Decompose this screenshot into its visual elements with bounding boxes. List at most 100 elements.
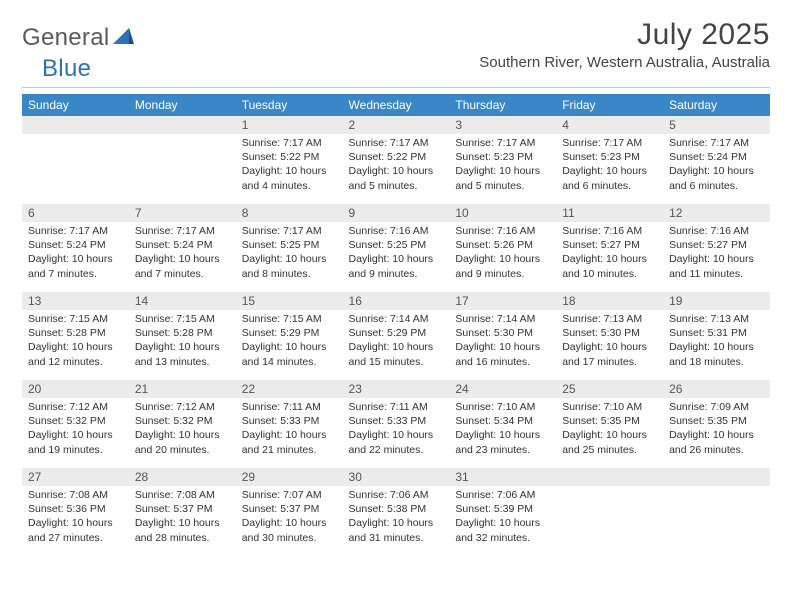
sunrise-line: Sunrise: 7:06 AM — [349, 488, 444, 502]
day-body: Sunrise: 7:14 AMSunset: 5:30 PMDaylight:… — [449, 310, 556, 373]
sunset-line: Sunset: 5:30 PM — [562, 326, 657, 340]
divider — [22, 87, 770, 88]
sunrise-line: Sunrise: 7:13 AM — [562, 312, 657, 326]
daylight-line: Daylight: 10 hours and 4 minutes. — [242, 164, 337, 192]
sunrise-line: Sunrise: 7:06 AM — [455, 488, 550, 502]
sunset-line: Sunset: 5:28 PM — [135, 326, 230, 340]
day-number: 20 — [22, 380, 129, 398]
sunset-line: Sunset: 5:36 PM — [28, 502, 123, 516]
sunset-line: Sunset: 5:29 PM — [349, 326, 444, 340]
month-title: July 2025 — [479, 18, 770, 52]
calendar-row: 13Sunrise: 7:15 AMSunset: 5:28 PMDayligh… — [22, 292, 770, 380]
sunrise-line: Sunrise: 7:15 AM — [242, 312, 337, 326]
sunrise-line: Sunrise: 7:14 AM — [349, 312, 444, 326]
day-body: Sunrise: 7:13 AMSunset: 5:31 PMDaylight:… — [663, 310, 770, 373]
sunset-line: Sunset: 5:23 PM — [455, 150, 550, 164]
calendar-cell: 2Sunrise: 7:17 AMSunset: 5:22 PMDaylight… — [343, 116, 450, 204]
sunset-line: Sunset: 5:35 PM — [669, 414, 764, 428]
day-body: Sunrise: 7:16 AMSunset: 5:26 PMDaylight:… — [449, 222, 556, 285]
page: General July 2025 Southern River, Wester… — [0, 0, 792, 566]
day-number: 13 — [22, 292, 129, 310]
day-body: Sunrise: 7:07 AMSunset: 5:37 PMDaylight:… — [236, 486, 343, 549]
sunset-line: Sunset: 5:31 PM — [669, 326, 764, 340]
daylight-line: Daylight: 10 hours and 22 minutes. — [349, 428, 444, 456]
day-number: 1 — [236, 116, 343, 134]
day-number: 6 — [22, 204, 129, 222]
daylight-line: Daylight: 10 hours and 12 minutes. — [28, 340, 123, 368]
day-number-band — [129, 116, 236, 134]
day-number-band — [663, 468, 770, 486]
daylight-line: Daylight: 10 hours and 14 minutes. — [242, 340, 337, 368]
day-body: Sunrise: 7:16 AMSunset: 5:25 PMDaylight:… — [343, 222, 450, 285]
sail-icon — [113, 26, 135, 51]
day-number-band — [22, 116, 129, 134]
day-body: Sunrise: 7:10 AMSunset: 5:34 PMDaylight:… — [449, 398, 556, 461]
calendar-cell: 18Sunrise: 7:13 AMSunset: 5:30 PMDayligh… — [556, 292, 663, 380]
sunset-line: Sunset: 5:37 PM — [242, 502, 337, 516]
sunrise-line: Sunrise: 7:17 AM — [455, 136, 550, 150]
location: Southern River, Western Australia, Austr… — [479, 54, 770, 71]
day-body: Sunrise: 7:17 AMSunset: 5:22 PMDaylight:… — [343, 134, 450, 197]
day-body: Sunrise: 7:15 AMSunset: 5:28 PMDaylight:… — [22, 310, 129, 373]
sunrise-line: Sunrise: 7:12 AM — [135, 400, 230, 414]
calendar-cell — [129, 116, 236, 204]
daylight-line: Daylight: 10 hours and 16 minutes. — [455, 340, 550, 368]
calendar-cell: 6Sunrise: 7:17 AMSunset: 5:24 PMDaylight… — [22, 204, 129, 292]
sunrise-line: Sunrise: 7:17 AM — [242, 136, 337, 150]
sunrise-line: Sunrise: 7:16 AM — [455, 224, 550, 238]
sunrise-line: Sunrise: 7:15 AM — [28, 312, 123, 326]
brand-text-general: General — [22, 24, 109, 52]
day-number: 14 — [129, 292, 236, 310]
day-number: 12 — [663, 204, 770, 222]
daylight-line: Daylight: 10 hours and 10 minutes. — [562, 252, 657, 280]
calendar-cell: 17Sunrise: 7:14 AMSunset: 5:30 PMDayligh… — [449, 292, 556, 380]
sunrise-line: Sunrise: 7:15 AM — [135, 312, 230, 326]
calendar-cell: 11Sunrise: 7:16 AMSunset: 5:27 PMDayligh… — [556, 204, 663, 292]
daylight-line: Daylight: 10 hours and 6 minutes. — [562, 164, 657, 192]
calendar-cell: 28Sunrise: 7:08 AMSunset: 5:37 PMDayligh… — [129, 468, 236, 556]
dow-sunday: Sunday — [22, 94, 129, 116]
daylight-line: Daylight: 10 hours and 18 minutes. — [669, 340, 764, 368]
calendar-cell: 29Sunrise: 7:07 AMSunset: 5:37 PMDayligh… — [236, 468, 343, 556]
day-number: 7 — [129, 204, 236, 222]
day-number-band — [556, 468, 663, 486]
day-number: 24 — [449, 380, 556, 398]
sunrise-line: Sunrise: 7:16 AM — [349, 224, 444, 238]
day-body: Sunrise: 7:17 AMSunset: 5:25 PMDaylight:… — [236, 222, 343, 285]
sunset-line: Sunset: 5:33 PM — [242, 414, 337, 428]
sunrise-line: Sunrise: 7:07 AM — [242, 488, 337, 502]
sunset-line: Sunset: 5:29 PM — [242, 326, 337, 340]
calendar-cell: 14Sunrise: 7:15 AMSunset: 5:28 PMDayligh… — [129, 292, 236, 380]
daylight-line: Daylight: 10 hours and 13 minutes. — [135, 340, 230, 368]
daylight-line: Daylight: 10 hours and 7 minutes. — [28, 252, 123, 280]
day-number: 22 — [236, 380, 343, 398]
day-body: Sunrise: 7:15 AMSunset: 5:28 PMDaylight:… — [129, 310, 236, 373]
sunset-line: Sunset: 5:35 PM — [562, 414, 657, 428]
calendar-cell: 4Sunrise: 7:17 AMSunset: 5:23 PMDaylight… — [556, 116, 663, 204]
calendar-cell: 1Sunrise: 7:17 AMSunset: 5:22 PMDaylight… — [236, 116, 343, 204]
day-body: Sunrise: 7:17 AMSunset: 5:22 PMDaylight:… — [236, 134, 343, 197]
calendar-row: 20Sunrise: 7:12 AMSunset: 5:32 PMDayligh… — [22, 380, 770, 468]
sunrise-line: Sunrise: 7:08 AM — [28, 488, 123, 502]
day-number: 11 — [556, 204, 663, 222]
day-body: Sunrise: 7:17 AMSunset: 5:23 PMDaylight:… — [556, 134, 663, 197]
day-number: 27 — [22, 468, 129, 486]
daylight-line: Daylight: 10 hours and 19 minutes. — [28, 428, 123, 456]
calendar-cell: 19Sunrise: 7:13 AMSunset: 5:31 PMDayligh… — [663, 292, 770, 380]
daylight-line: Daylight: 10 hours and 23 minutes. — [455, 428, 550, 456]
brand-text-blue: Blue — [42, 55, 91, 83]
dow-monday: Monday — [129, 94, 236, 116]
calendar-cell — [556, 468, 663, 556]
day-body: Sunrise: 7:16 AMSunset: 5:27 PMDaylight:… — [663, 222, 770, 285]
calendar-cell: 5Sunrise: 7:17 AMSunset: 5:24 PMDaylight… — [663, 116, 770, 204]
day-number: 19 — [663, 292, 770, 310]
sunrise-line: Sunrise: 7:17 AM — [28, 224, 123, 238]
day-body: Sunrise: 7:11 AMSunset: 5:33 PMDaylight:… — [236, 398, 343, 461]
day-number: 29 — [236, 468, 343, 486]
day-body: Sunrise: 7:17 AMSunset: 5:24 PMDaylight:… — [22, 222, 129, 285]
day-body: Sunrise: 7:16 AMSunset: 5:27 PMDaylight:… — [556, 222, 663, 285]
daylight-line: Daylight: 10 hours and 17 minutes. — [562, 340, 657, 368]
sunset-line: Sunset: 5:38 PM — [349, 502, 444, 516]
daylight-line: Daylight: 10 hours and 32 minutes. — [455, 516, 550, 544]
sunrise-line: Sunrise: 7:17 AM — [242, 224, 337, 238]
